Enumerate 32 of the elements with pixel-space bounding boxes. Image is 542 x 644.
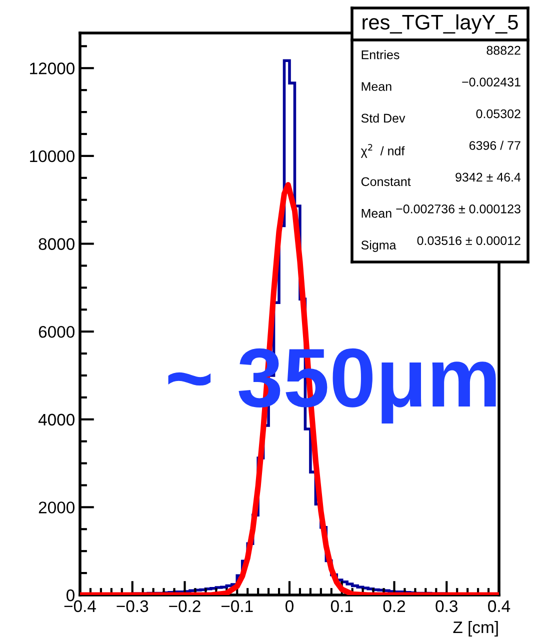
y-tick-label: 12000 [30,62,74,74]
annotation: χ$^{2}$ / ndf [360,144,405,158]
x-tick-label: 0.2 [383,600,405,612]
x-tick-label: 0 [286,600,294,612]
annotation: 0.05302 [476,109,520,118]
y-tick-label: 4000 [38,414,74,426]
annotation: Entries [362,50,400,60]
x-tick-label: 0.4 [488,600,510,612]
x-tick-label: −0.3 [116,600,148,612]
y-tick-label: 0 [66,589,74,602]
annotation: 6396 / 77 [469,140,520,150]
annotation: 0.03516 ± 0.00012 [417,236,520,246]
y-tick-label: 2000 [38,502,74,514]
y-tick-label: 8000 [38,238,74,250]
annotation: −0.002431 [462,78,520,86]
annotation: Mean [362,82,392,91]
y-tick-label: 10000 [30,150,74,162]
annotation: Sigma [361,240,396,252]
x-axis-title: Z [cm] [453,620,498,636]
chart-title: res_TGT_layY_5 [362,14,518,34]
x-tick-label: 0.3 [436,600,458,612]
annotation: Constant [361,177,411,186]
annotation: Std Dev [361,113,406,123]
annotation: 88822 [486,46,520,55]
x-tick-label: −0.4 [64,600,96,612]
annotation: Mean [362,209,392,218]
x-tick-label: −0.2 [169,600,200,612]
y-tick-label: 6000 [38,326,74,338]
x-tick-label: −0.1 [221,600,253,612]
x-tick-label: 0.1 [330,600,353,612]
annotation: 9342 ± 46.4 [456,172,521,182]
annotation: −0.002736 ± 0.000123 [396,204,520,214]
